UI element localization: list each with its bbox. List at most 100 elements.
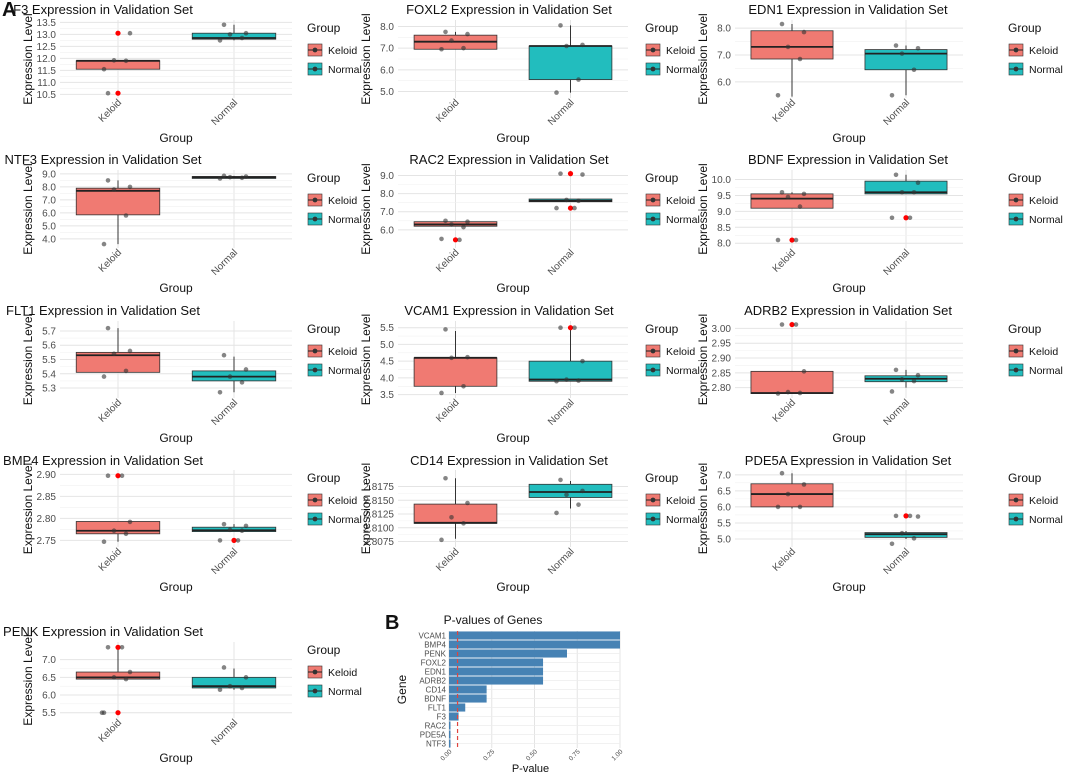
bar-chart-title: P-values of Genes [444, 613, 543, 627]
jitter-point [797, 56, 803, 62]
jitter-point [111, 351, 117, 357]
y-tick-label: 6.0 [42, 691, 56, 702]
jitter-point [127, 519, 133, 525]
box-normal [528, 45, 613, 80]
box-keloid [750, 193, 834, 209]
legend-swatch-point [1013, 497, 1019, 503]
legend-entry-keloid: Keloid [666, 495, 695, 507]
x-tick-label: Normal [882, 247, 913, 278]
box-keloid [413, 503, 498, 524]
boxplot-vcam1: 3.5 4.0 4.5 5.0 5.5 Keloid Normal VCAM1 Express… [359, 303, 700, 445]
x-axis-label: Group [496, 281, 530, 295]
boxplot-edn1: 6.0 7.0 8.0 Keloid Normal EDN1 Expression in … [696, 2, 1063, 145]
jitter-point [564, 492, 569, 498]
outlier-point [231, 537, 237, 544]
legend-swatch-point [1013, 197, 1019, 203]
panel-a-label: A [2, 0, 17, 21]
jitter-point [111, 187, 117, 192]
legend-swatch-point [650, 516, 656, 522]
y-tick-label: 13.5 [37, 18, 57, 29]
x-tick-label: Keloid [771, 247, 798, 274]
jitter-point [443, 327, 448, 332]
jitter-point [99, 710, 105, 715]
jitter-point [911, 67, 917, 73]
x-axis-label: Group [159, 431, 193, 445]
jitter-point [797, 204, 803, 209]
jitter-point [775, 237, 781, 243]
x-axis-label: Group [832, 281, 866, 295]
box-keloid [75, 187, 161, 216]
y-tick-label: 2.80 [712, 383, 732, 394]
legend-entry-keloid: Keloid [328, 195, 357, 207]
box-normal [191, 32, 277, 40]
legend-swatch-point [650, 216, 656, 222]
y-tick-label: 13.0 [37, 30, 57, 41]
y-axis-label: Expression Level [696, 463, 710, 554]
jitter-point [439, 236, 444, 242]
jitter-point [580, 172, 585, 177]
pvalue-bar-pde5a [449, 730, 451, 739]
y-tick-label: 6.0 [380, 65, 394, 76]
y-tick-label: 4.0 [42, 234, 56, 245]
legend-swatch-point [312, 669, 318, 675]
bar-category-label: FOXL2 [421, 659, 447, 668]
chart-title: FOXL2 Expression in Validation Set [406, 2, 612, 17]
bar-x-tick-label: 0.75 [568, 748, 582, 762]
jitter-point [572, 325, 577, 330]
box-keloid [75, 351, 161, 373]
boxplot-flt1: 5.3 5.4 5.5 5.6 5.7 Keloid Normal FLT1 Expressi… [6, 303, 362, 445]
jitter-point [123, 213, 129, 218]
bar-category-label: EDN1 [425, 668, 447, 677]
x-axis-label: Group [496, 580, 530, 594]
y-tick-label: 8.5 [717, 223, 731, 234]
outlier-point [789, 237, 795, 243]
bar-x-tick-label: 0.25 [482, 748, 496, 762]
bar-category-label: ADRB2 [419, 677, 446, 686]
legend-swatch-point [312, 367, 318, 373]
legend-entry-normal: Normal [1029, 514, 1063, 526]
bar-x-tick-label: 0.50 [525, 748, 539, 762]
jitter-point [576, 378, 581, 383]
jitter-point [101, 66, 107, 72]
y-tick-label: 6.5 [717, 486, 731, 497]
bar-y-axis-label: Gene [395, 674, 409, 704]
boxplot-rac2: 6.0 7.0 8.0 9.0 Keloid Normal RAC2 Expression … [359, 152, 700, 295]
y-tick-label: 2.90 [712, 354, 732, 365]
y-tick-label: 6.0 [380, 225, 394, 236]
box-keloid [75, 671, 161, 680]
y-tick-label: 5.0 [42, 221, 56, 232]
jitter-point [893, 43, 899, 48]
jitter-point [899, 189, 905, 195]
box-keloid [750, 483, 834, 508]
jitter-point [217, 687, 223, 693]
y-tick-label: 12.0 [37, 54, 57, 65]
y-axis-label: Expression Level [21, 163, 35, 254]
y-tick-label: 2.75 [37, 536, 57, 547]
jitter-point [239, 175, 245, 181]
jitter-point [889, 389, 895, 394]
pvalue-bar-adrb2 [449, 676, 544, 685]
jitter-point [227, 174, 233, 180]
outlier-point [115, 30, 121, 36]
legend-title: Group [1008, 171, 1042, 185]
box-keloid [75, 60, 161, 70]
legend-entry-keloid: Keloid [328, 495, 357, 507]
legend-swatch-point [312, 216, 318, 222]
bar-category-label: PDE5A [420, 731, 447, 740]
jitter-point [461, 224, 466, 230]
y-axis-label: Expression Level [21, 634, 35, 725]
jitter-point [217, 538, 223, 543]
x-tick-label: Normal [546, 546, 577, 577]
jitter-point [243, 30, 249, 36]
legend-title: Group [1008, 21, 1042, 35]
y-tick-label: 2.8175 [363, 482, 394, 493]
x-tick-label: Normal [210, 247, 241, 278]
legend-swatch-point [1013, 47, 1019, 53]
legend-swatch-point [650, 66, 656, 72]
legend-title: Group [645, 322, 679, 336]
y-tick-label: 8.0 [42, 182, 56, 193]
y-tick-label: 6.5 [42, 673, 56, 684]
jitter-point [221, 352, 227, 358]
jitter-point [449, 515, 454, 520]
